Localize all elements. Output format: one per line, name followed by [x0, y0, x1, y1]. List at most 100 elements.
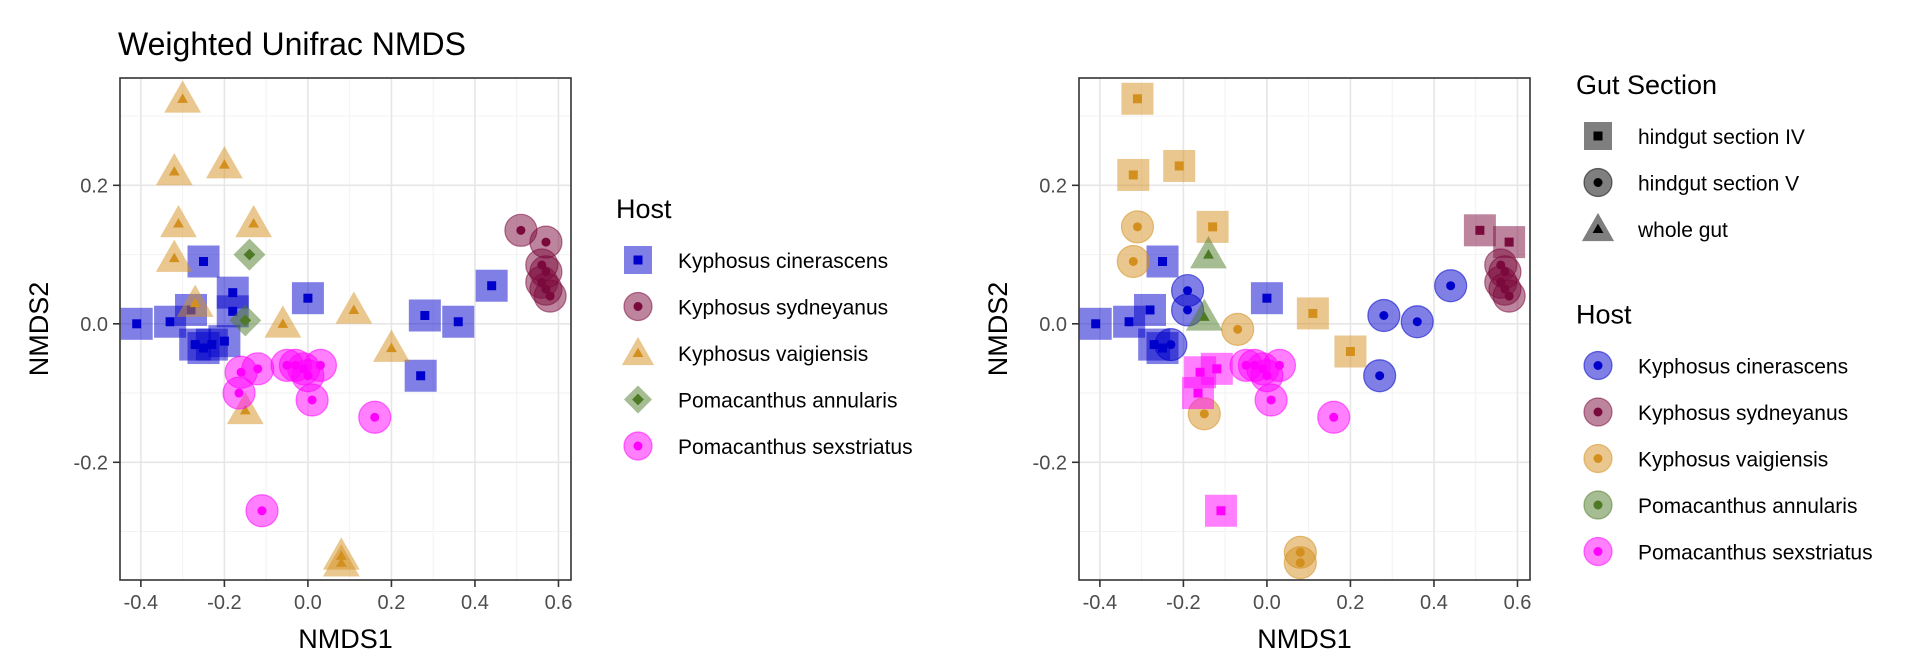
point-kyphosus-cinerascens [187, 245, 220, 278]
legend-title-host: Host [1576, 300, 1632, 330]
point-kyphosus-cinerascens [120, 307, 153, 340]
legend-key-kyphosus-cinerascens [1583, 350, 1613, 381]
point-kyphosus-cinerascens [1133, 293, 1166, 326]
legend-label-hindgut-section-v: hindgut section V [1638, 173, 1799, 196]
point-kyphosus-sydneyanus [1492, 279, 1526, 313]
point-pomacanthus-sexstriatus [222, 376, 256, 410]
point-pomacanthus-annularis [229, 304, 262, 337]
x-tick-label: 0.6 [1504, 592, 1532, 614]
data-points [120, 80, 567, 577]
point-pomacanthus-annularis [1185, 298, 1223, 331]
point-kyphosus-sydneyanus [1463, 214, 1496, 247]
legend: Gut Section hindgut section IV hindgut sec… [1576, 70, 1873, 567]
y-axis: -0.2 0.0 0.2 NMDS2 [24, 175, 120, 474]
point-kyphosus-cinerascens [291, 282, 324, 315]
point-kyphosus-cinerascens [1250, 282, 1283, 315]
point-pomacanthus-sexstriatus [1317, 400, 1351, 434]
y-tick-label: 0.2 [1039, 175, 1067, 197]
chart-title: Weighted Unifrac NMDS [118, 26, 466, 62]
legend-key-pomacanthus-annularis [1583, 490, 1613, 520]
point-kyphosus-sydneyanus [533, 279, 567, 313]
x-tick-label: -0.2 [207, 592, 241, 614]
point-pomacanthus-sexstriatus [1254, 383, 1288, 417]
point-pomacanthus-sexstriatus [303, 348, 338, 382]
legend-key-kyphosus-sydneyanus [1583, 397, 1613, 427]
point-kyphosus-vaigiensis [1221, 312, 1255, 346]
legend-label-kyphosus-vaigiensis: Kyphosus vaigiensis [678, 343, 868, 366]
point-kyphosus-vaigiensis [235, 205, 273, 238]
point-pomacanthus-sexstriatus [245, 494, 279, 528]
point-kyphosus-cinerascens [1079, 307, 1112, 340]
y-tick-label: -0.2 [74, 452, 108, 474]
point-kyphosus-vaigiensis [205, 146, 243, 179]
point-kyphosus-vaigiensis [1163, 149, 1196, 182]
point-kyphosus-vaigiensis [160, 205, 197, 238]
point-kyphosus-vaigiensis [1196, 210, 1229, 243]
legend-key-pomacanthus-sexstriatus [623, 431, 653, 461]
x-tick-label: -0.2 [1166, 592, 1200, 614]
y-axis-title: NMDS2 [983, 282, 1013, 377]
point-kyphosus-vaigiensis [1296, 297, 1329, 330]
legend-key-kyphosus-vaigiensis [621, 336, 655, 366]
point-kyphosus-cinerascens [1146, 245, 1179, 278]
y-tick-label: 0.0 [1039, 314, 1067, 336]
point-kyphosus-vaigiensis [155, 153, 193, 186]
legend-label-whole-gut: whole gut [1637, 219, 1728, 242]
legend-label-kyphosus-vaigiensis: Kyphosus vaigiensis [1638, 449, 1828, 472]
point-kyphosus-vaigiensis [1121, 82, 1154, 115]
point-kyphosus-cinerascens [208, 325, 241, 358]
y-tick-label: 0.2 [80, 175, 108, 197]
x-axis-title: NMDS1 [1257, 624, 1352, 654]
x-tick-label: -0.4 [124, 592, 158, 614]
x-tick-label: 0.6 [545, 592, 573, 614]
legend-label-pomacanthus-sexstriatus: Pomacanthus sexstriatus [678, 436, 913, 459]
point-kyphosus-vaigiensis [1116, 244, 1150, 279]
y-axis: -0.2 0.0 0.2 NMDS2 [983, 175, 1079, 474]
x-axis-title: NMDS1 [298, 624, 393, 654]
legend-key-pomacanthus-sexstriatus [1583, 536, 1613, 567]
legend-key-kyphosus-sydneyanus [623, 291, 653, 322]
y-tick-label: -0.2 [1033, 452, 1067, 474]
point-kyphosus-cinerascens [1400, 305, 1434, 339]
left-nmds-panel: -0.4 -0.2 0.0 0.2 0.4 0.6 NMDS1 -0.2 0.0 0.2 NMDS2… [24, 26, 913, 654]
data-points [1079, 82, 1526, 580]
plot-frame [1078, 77, 1531, 581]
point-kyphosus-cinerascens [1363, 359, 1397, 393]
legend-label-hindgut-section-iv: hindgut section IV [1638, 126, 1805, 149]
point-kyphosus-vaigiensis [335, 291, 373, 324]
legend-label-kyphosus-sydneyanus: Kyphosus sydneyanus [1638, 402, 1848, 425]
legend-key-hindgut-section-iv [1584, 122, 1612, 150]
point-kyphosus-vaigiensis [322, 544, 360, 577]
point-kyphosus-cinerascens [408, 299, 441, 332]
legend-label-kyphosus-sydneyanus: Kyphosus sydneyanus [678, 297, 888, 320]
legend-key-whole-gut [1581, 212, 1615, 242]
x-tick-label: 0.2 [378, 592, 406, 614]
legend-label-kyphosus-cinerascens: Kyphosus cinerascens [1638, 356, 1848, 379]
x-tick-label: 0.4 [1420, 592, 1448, 614]
point-kyphosus-vaigiensis [164, 80, 202, 113]
legend-title-host: Host [616, 194, 672, 224]
point-pomacanthus-sexstriatus [1262, 348, 1297, 382]
point-kyphosus-vaigiensis [1334, 335, 1367, 368]
point-kyphosus-vaigiensis [264, 305, 302, 338]
legend-label-kyphosus-cinerascens: Kyphosus cinerascens [678, 250, 888, 273]
x-tick-label: 0.0 [294, 592, 322, 614]
point-pomacanthus-sexstriatus [358, 400, 392, 434]
point-kyphosus-cinerascens [404, 359, 437, 392]
legend-key-kyphosus-vaigiensis [1583, 443, 1613, 474]
y-axis-title: NMDS2 [24, 282, 54, 377]
point-pomacanthus-sexstriatus [295, 383, 329, 417]
point-kyphosus-vaigiensis [155, 239, 193, 272]
legend-title-gut-section: Gut Section [1576, 70, 1717, 100]
point-pomacanthus-annularis [1190, 236, 1227, 269]
legend-key-kyphosus-cinerascens [624, 246, 652, 274]
legend-label-pomacanthus-sexstriatus: Pomacanthus sexstriatus [1638, 542, 1873, 565]
point-pomacanthus-annularis [233, 238, 266, 271]
plot-frame [119, 77, 572, 581]
x-tick-label: 0.2 [1337, 592, 1365, 614]
legend: Host Kyphosus cinerascens Kyphosus sydneya… [616, 194, 913, 461]
point-kyphosus-vaigiensis [1283, 546, 1317, 580]
legend-key-pomacanthus-annularis [624, 385, 652, 414]
y-tick-label: 0.0 [80, 314, 108, 336]
